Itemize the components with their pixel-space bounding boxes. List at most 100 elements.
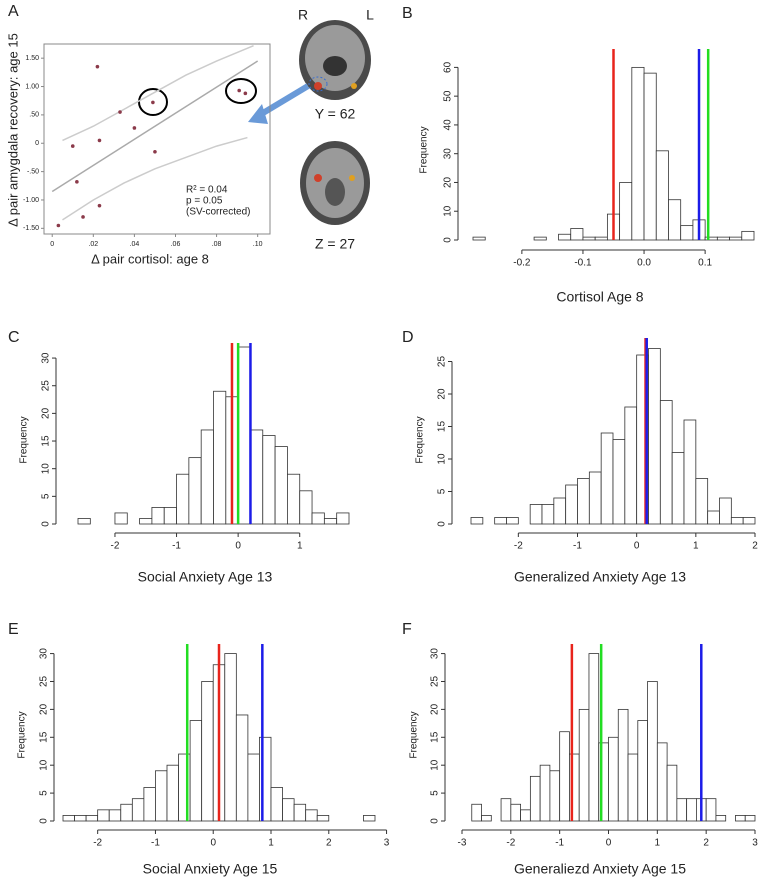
point	[75, 180, 79, 184]
bar	[500, 798, 512, 822]
y-tick-label: 25	[39, 675, 50, 687]
bar	[155, 770, 168, 822]
y-axis-title: Frequency	[415, 416, 426, 463]
bar	[189, 720, 203, 822]
bar	[363, 815, 376, 822]
brain-ventricle	[323, 56, 347, 76]
bar	[643, 72, 657, 241]
bar	[259, 736, 272, 822]
bar	[729, 236, 743, 241]
brainstem	[325, 178, 345, 206]
bar	[494, 517, 507, 525]
plot-frame	[43, 43, 271, 235]
x-tick-label: 0	[210, 838, 216, 849]
bar	[577, 478, 590, 525]
bar	[188, 457, 202, 525]
bar	[237, 346, 251, 525]
panel-letter: D	[402, 329, 414, 346]
bar	[570, 228, 584, 241]
bar	[559, 731, 570, 822]
x-tick-label: .04	[130, 241, 140, 248]
bar	[62, 815, 75, 822]
x-tick-label: -1	[172, 541, 181, 552]
point	[95, 64, 100, 69]
y-axis-title: Frequency	[419, 126, 430, 173]
y-tick-label: 0	[39, 818, 50, 824]
annotation: p = 0.05	[186, 196, 223, 207]
y-tick-label: 20	[443, 176, 454, 188]
point	[243, 91, 248, 96]
bar	[270, 787, 283, 822]
bar	[316, 815, 330, 822]
activation	[349, 175, 355, 181]
bar	[742, 517, 756, 525]
bar	[716, 236, 730, 241]
bar	[539, 764, 551, 822]
bar	[336, 512, 350, 525]
y-tick-label: 5	[430, 790, 441, 796]
bar	[676, 798, 688, 822]
y-tick-label: 0	[437, 521, 448, 527]
inset-label: R	[298, 7, 308, 23]
x-tick-label: -1	[573, 541, 582, 552]
y-tick-label: 40	[443, 119, 454, 131]
y-tick-label: 50	[443, 90, 454, 102]
bar	[705, 798, 717, 822]
y-tick-label: 0	[430, 818, 441, 824]
arrow-head	[248, 104, 268, 124]
bar	[139, 518, 153, 525]
bar	[143, 787, 156, 822]
x-tick-label: .10	[253, 241, 263, 248]
y-tick-label: 1.00	[25, 83, 39, 90]
x-tick-label: 0	[634, 541, 640, 552]
bar	[224, 653, 237, 822]
x-tick-label: 3	[752, 838, 758, 849]
y-tick-label: 25	[437, 356, 448, 368]
bar	[471, 803, 482, 822]
activation	[314, 82, 322, 90]
activation	[351, 83, 357, 89]
x-axis-title: Social Anxiety Age 13	[138, 569, 273, 585]
bar	[85, 815, 99, 822]
bar	[323, 518, 338, 525]
bar	[151, 507, 165, 525]
roi-circle	[308, 76, 328, 92]
point	[237, 88, 241, 93]
y-tick-label: 0	[443, 237, 454, 243]
y-tick-label: -1.00	[23, 197, 39, 204]
y-tick-label: 15	[41, 435, 52, 447]
y-axis-title: Frequency	[19, 416, 30, 463]
y-tick-label: 60	[443, 61, 454, 73]
x-tick-label: 3	[384, 838, 390, 849]
y-tick-label: 25	[41, 380, 52, 392]
bar	[311, 512, 325, 525]
y-tick-label: 5	[39, 790, 50, 796]
bar	[250, 429, 264, 525]
bar	[741, 230, 755, 241]
x-tick-label: -3	[458, 838, 467, 849]
bar	[617, 708, 629, 822]
x-tick-label: 0.1	[698, 258, 712, 269]
bar	[305, 809, 318, 822]
point	[81, 215, 85, 219]
y-tick-label: 0	[35, 140, 39, 147]
bar	[97, 809, 110, 822]
bar	[631, 66, 645, 241]
point	[56, 223, 61, 228]
y-tick-label: 0	[41, 521, 52, 527]
y-tick-label: 5	[437, 488, 448, 494]
bar	[287, 473, 301, 525]
x-tick-label: -2	[111, 541, 120, 552]
bar	[648, 348, 661, 525]
inset-label: L	[366, 7, 374, 23]
point	[97, 138, 102, 143]
x-tick-label: .02	[88, 241, 98, 248]
ci-upper	[62, 45, 254, 142]
y-tick-label: -.50	[27, 168, 39, 175]
y-tick-label: 20	[41, 407, 52, 419]
bar	[293, 803, 307, 822]
bar	[637, 720, 648, 822]
bar	[680, 225, 694, 241]
bar	[686, 798, 697, 822]
panel-letter: B	[402, 5, 413, 22]
